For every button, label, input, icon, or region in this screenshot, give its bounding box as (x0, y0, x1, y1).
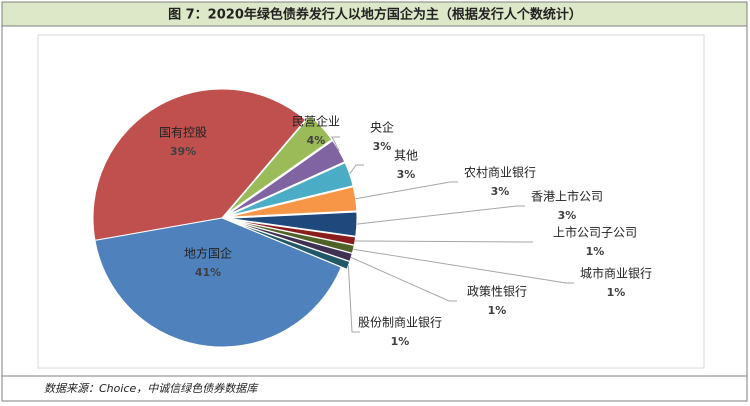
value-label: 3% (373, 140, 392, 153)
pie-slice (94, 217, 342, 348)
value-label: 3% (558, 209, 577, 222)
slice-label: 城市商业银行 (580, 266, 652, 281)
value-label: 1% (488, 304, 507, 317)
value-label: 4% (307, 134, 326, 147)
leader-line (331, 136, 340, 152)
slice-label: 股份制商业银行 (358, 315, 442, 330)
slice-label: 香港上市公司 (531, 189, 603, 204)
plot-area (37, 34, 705, 369)
chart-title: 图 7：2020年绿色债券发行人以地方国企为主（根据发行人个数统计） (168, 7, 582, 23)
leader-line (347, 265, 360, 333)
leader-line (350, 257, 457, 302)
value-label: 1% (586, 245, 605, 258)
value-label: 41% (195, 266, 221, 279)
title-bar (1, 1, 748, 27)
value-label: 1% (391, 335, 410, 348)
slice-label: 农村商业银行 (464, 165, 536, 180)
value-label: 3% (397, 168, 416, 181)
slice-label: 政策性银行 (467, 285, 527, 299)
leader-line (353, 248, 574, 284)
pie-slice (92, 88, 307, 241)
leader-line (356, 205, 525, 225)
slice-label: 地方国企 (184, 246, 232, 261)
slice-label: 国有控股 (159, 126, 207, 140)
value-label: 1% (607, 286, 626, 299)
slice-label: 其他 (394, 149, 418, 163)
pie-slice (227, 211, 358, 237)
slice-label: 民营企业 (292, 114, 340, 129)
slice-label: 央企 (370, 120, 394, 135)
value-label: 3% (491, 185, 510, 198)
slice-label: 上市公司子公司 (553, 225, 637, 240)
source-note: 数据来源：Choice，中诚信绿色债券数据库 (44, 382, 259, 395)
leader-line (355, 181, 458, 200)
value-label: 39% (170, 145, 196, 158)
leader-line (355, 240, 533, 243)
leader-line (349, 164, 364, 175)
pie-slice (226, 115, 333, 215)
